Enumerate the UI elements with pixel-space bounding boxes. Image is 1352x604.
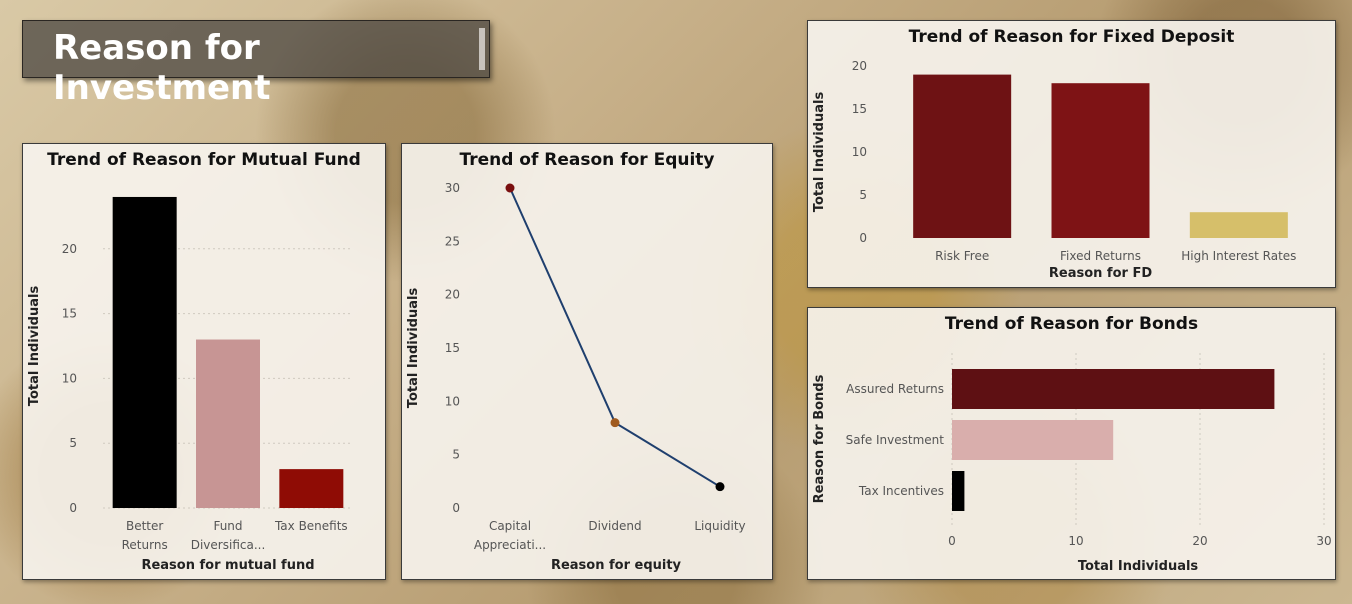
x-tick-label: Dividend (588, 519, 641, 533)
x-tick-label: High Interest Rates (1181, 249, 1296, 263)
chart-title: Trend of Reason for Bonds (944, 314, 1199, 334)
y-tick-label: Safe Investment (846, 433, 945, 447)
y-axis-title: Reason for Bonds (812, 374, 827, 503)
data-point (505, 183, 515, 193)
x-tick-label: Fixed Returns (1060, 249, 1141, 263)
y-tick-label: 25 (445, 234, 460, 248)
y-tick-label: 5 (452, 448, 460, 462)
y-tick-label: 0 (69, 501, 77, 515)
y-tick-label: 30 (445, 181, 460, 195)
x-axis-title: Reason for mutual fund (141, 558, 314, 573)
bonds-chart-panel: Trend of Reason for Bonds 0 10 20 30 Assured… (807, 307, 1336, 580)
mutual-fund-chart: 0 5 10 15 20 Better Returns Fund Diversifica... T… (27, 196, 353, 573)
data-point (715, 482, 725, 492)
chart-title: Trend of Reason for Equity (459, 150, 715, 170)
data-point (610, 418, 620, 428)
bar (279, 469, 344, 508)
x-tick-label: 20 (1192, 534, 1207, 548)
y-tick-label: 20 (852, 59, 867, 73)
title-accent-bar (479, 28, 485, 70)
y-tick-label: 5 (859, 188, 867, 202)
y-tick-label: 20 (62, 242, 77, 256)
y-tick-label: 20 (445, 288, 460, 302)
y-tick-label: 10 (852, 145, 867, 159)
y-tick-label: 0 (859, 231, 867, 245)
fixed-deposit-chart: 0 5 10 15 20 Risk Free Fixed Returns High Inter… (812, 59, 1296, 281)
y-tick-label: 15 (852, 102, 867, 116)
page-title-box: Reason for Investment (22, 20, 490, 108)
y-tick-label: Tax Incentives (858, 484, 944, 498)
x-tick-label: Liquidity (694, 519, 745, 533)
chart-title: Trend of Reason for Fixed Deposit (908, 27, 1235, 47)
y-tick-label: 5 (69, 436, 77, 450)
x-tick-label: 10 (1068, 534, 1083, 548)
y-axis-title: Total Individuals (27, 286, 42, 407)
y-tick-label: 15 (62, 307, 77, 321)
bar (196, 339, 260, 508)
y-tick-label: 10 (62, 371, 77, 385)
bar (952, 420, 1114, 460)
y-tick-label: 0 (452, 501, 460, 515)
bar (952, 369, 1275, 409)
chart-title: Trend of Reason for Mutual Fund (47, 150, 361, 170)
y-axis-title: Total Individuals (812, 92, 827, 213)
x-axis-title: Reason for FD (1049, 266, 1152, 281)
x-axis-title: Reason for equity (551, 558, 682, 573)
y-axis-title: Total Individuals (406, 288, 421, 409)
series-line (509, 187, 721, 488)
equity-chart-panel: Trend of Reason for Equity 0 5 10 15 20 25 30 C… (401, 143, 773, 580)
y-tick-label: 15 (445, 341, 460, 355)
x-tick-label: Capital Appreciati... (474, 519, 546, 552)
y-tick-label: Assured Returns (846, 382, 944, 396)
equity-chart: 0 5 10 15 20 25 30 Capital Appreciati... Dividend… (406, 181, 746, 573)
bar (913, 74, 1012, 238)
bar (1189, 212, 1288, 238)
x-tick-label: Better Returns (122, 519, 168, 552)
x-axis-title: Total Individuals (1078, 559, 1199, 574)
bar (112, 196, 177, 508)
x-tick-label: 30 (1316, 534, 1331, 548)
page-title: Reason for Investment (53, 28, 271, 108)
mutual-fund-chart-panel: Trend of Reason for Mutual Fund 0 5 10 15 20… (22, 143, 386, 580)
x-tick-label: 0 (948, 534, 956, 548)
x-tick-label: Risk Free (935, 249, 989, 263)
bar (952, 471, 965, 511)
y-tick-label: 10 (445, 394, 460, 408)
fixed-deposit-chart-panel: Trend of Reason for Fixed Deposit 0 5 10 15… (807, 20, 1336, 288)
bonds-chart: 0 10 20 30 Assured Returns Safe Investment Tax… (812, 353, 1332, 574)
x-tick-label: Fund Diversifica... (191, 519, 266, 552)
x-tick-label: Tax Benefits (274, 519, 348, 533)
bar (1051, 83, 1150, 238)
